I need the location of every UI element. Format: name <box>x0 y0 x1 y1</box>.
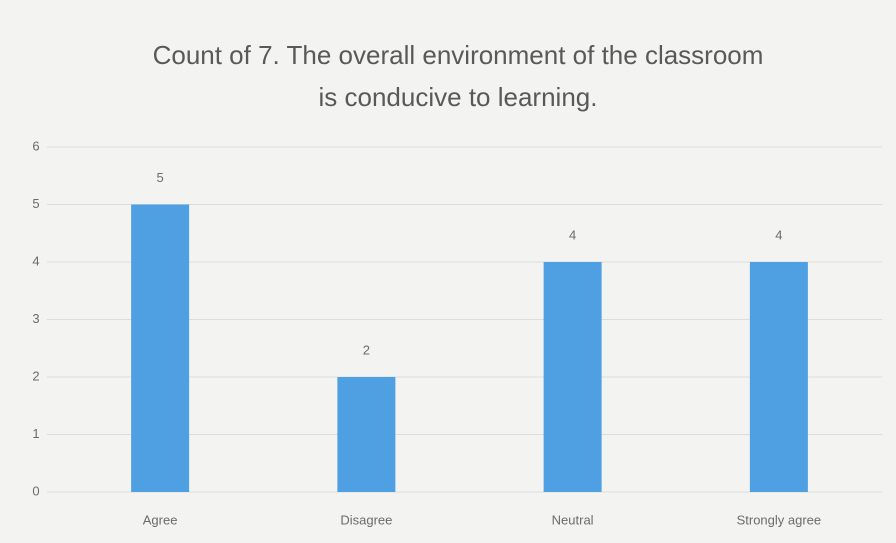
x-tick-label: Agree <box>143 512 178 527</box>
bar <box>337 377 396 492</box>
x-tick-label: Neutral <box>552 512 594 527</box>
y-tick-label: 5 <box>32 196 39 211</box>
y-tick-label: 0 <box>32 483 39 498</box>
x-tick-label: Disagree <box>340 512 392 527</box>
bar <box>749 262 808 492</box>
y-tick-label: 6 <box>32 138 39 153</box>
chart-title: Count of 7. The overall environment of t… <box>152 40 764 112</box>
data-label: 4 <box>569 227 576 242</box>
data-label: 4 <box>775 227 782 242</box>
bar <box>543 262 602 492</box>
data-label: 5 <box>157 170 164 185</box>
y-tick-label: 3 <box>32 311 39 326</box>
y-tick-label: 2 <box>32 368 39 383</box>
y-tick-label: 1 <box>32 426 39 441</box>
bar <box>131 204 190 492</box>
data-label: 2 <box>363 342 370 357</box>
y-tick-label: 4 <box>32 253 39 268</box>
x-tick-label: Strongly agree <box>737 512 822 527</box>
